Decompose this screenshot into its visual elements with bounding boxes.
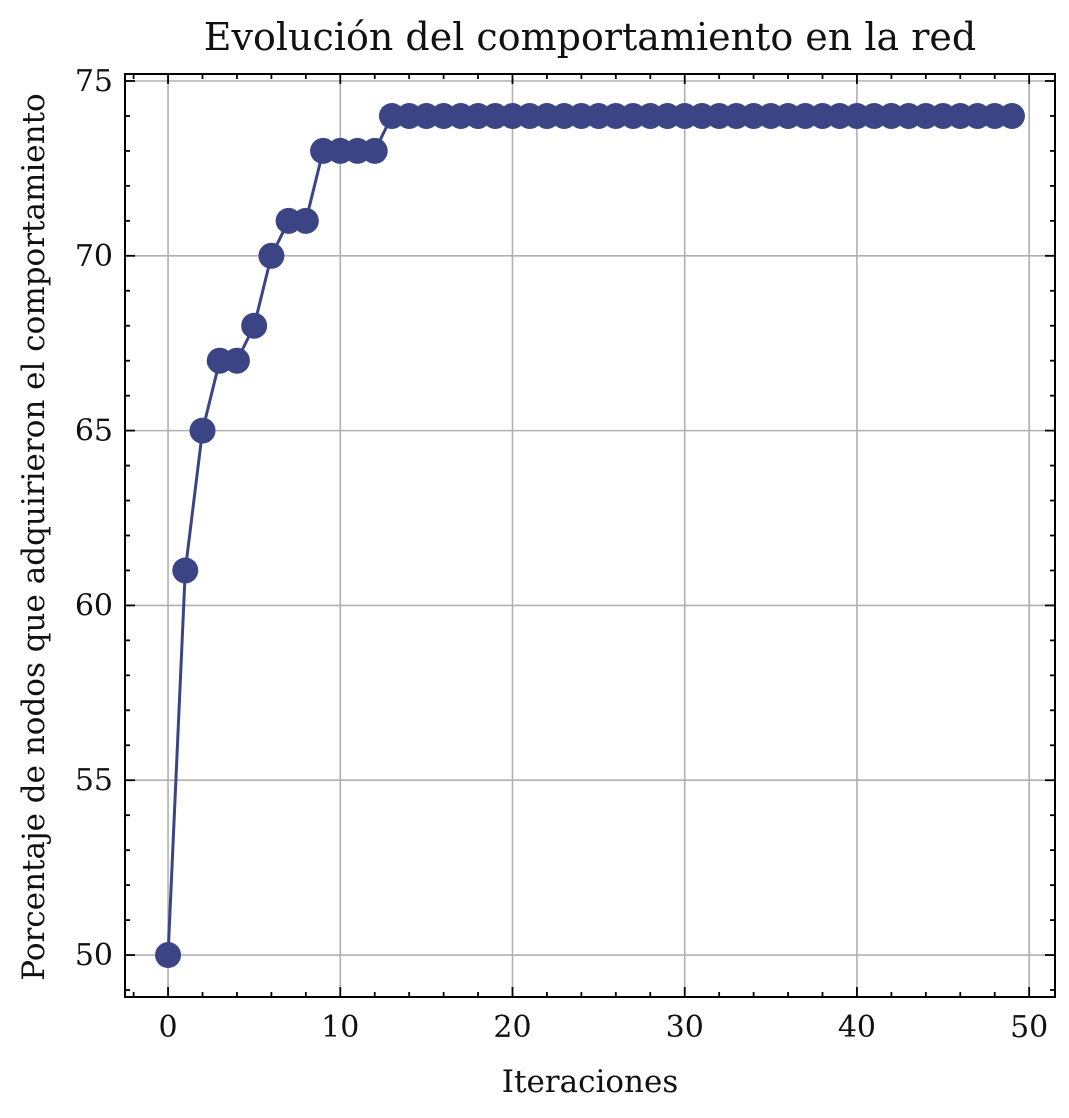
y-tick-label: 70 (75, 239, 113, 274)
y-tick-label: 65 (75, 414, 113, 449)
data-point (292, 207, 319, 234)
data-point (258, 242, 285, 269)
data-point (223, 347, 250, 374)
grid (125, 74, 1055, 997)
ticks: 0 10 20 30 40 50 50 55 60 65 70 75 (75, 64, 1055, 1045)
data-point (998, 102, 1025, 129)
data-point (241, 312, 268, 339)
x-tick-label: 40 (838, 1010, 876, 1045)
x-tick-label: 0 (159, 1010, 178, 1045)
data-point (189, 417, 216, 444)
y-tick-label: 75 (75, 64, 113, 99)
x-tick-label: 30 (666, 1010, 704, 1045)
y-axis-label: Porcentaje de nodos que adquirieron el c… (16, 93, 52, 980)
chart-title: Evolución del comportamiento en la red (204, 15, 976, 59)
data-point (172, 557, 199, 584)
y-tick-label: 60 (75, 588, 113, 623)
y-tick-label: 55 (75, 763, 113, 798)
x-tick-label: 10 (321, 1010, 359, 1045)
series-layer (155, 102, 1025, 969)
y-tick-label: 50 (75, 938, 113, 973)
x-tick-label: 50 (1010, 1010, 1048, 1045)
data-point (361, 137, 388, 164)
data-point (155, 942, 182, 969)
x-axis-label: Iteraciones (502, 1064, 679, 1100)
x-tick-label: 20 (493, 1010, 531, 1045)
